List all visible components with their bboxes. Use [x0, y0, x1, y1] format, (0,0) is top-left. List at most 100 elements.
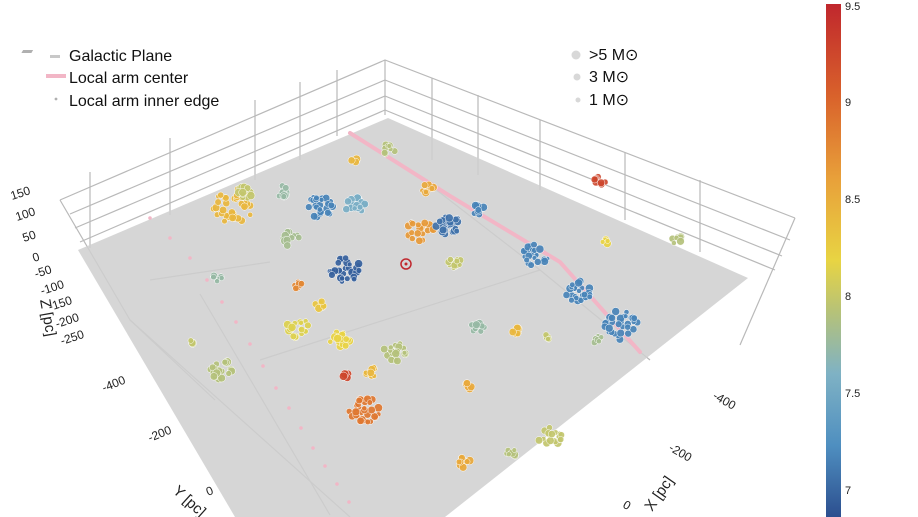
x-tick: -400 [711, 388, 739, 412]
legend-item-galactic-plane[interactable]: Galactic Plane [21, 48, 172, 65]
scatter-point [535, 244, 545, 254]
legend-label: Local arm center [69, 70, 189, 87]
scatter-point [474, 206, 482, 214]
y-tick: -200 [146, 423, 174, 445]
scatter-point [298, 326, 306, 334]
size-marker-medium [573, 73, 581, 81]
scatter-point [453, 257, 461, 265]
scatter-point [545, 336, 551, 342]
scatter-point [342, 205, 351, 214]
scatter-point [413, 229, 422, 238]
scatter-point [569, 281, 576, 288]
scatter-point [324, 209, 332, 217]
scatter-point [624, 323, 632, 331]
scatter-point [393, 356, 402, 365]
scatter-point [351, 276, 358, 283]
scatter-point [598, 334, 605, 340]
scatter-point [534, 258, 542, 266]
scatter-point [209, 363, 217, 372]
scatter-point [534, 436, 544, 445]
scatter-point [409, 220, 417, 228]
scatter-point [599, 239, 606, 245]
z-tick: 0 [31, 249, 42, 264]
scatter-point [346, 261, 353, 268]
scatter-point [401, 350, 408, 356]
colorbar: 9.5 9 8.5 8 7.5 7 [826, 1, 860, 517]
scatter-point [354, 259, 363, 269]
x-tick: 0 [621, 497, 634, 513]
scatter-point [415, 236, 424, 245]
scatter-point [608, 314, 616, 322]
scatter-point [280, 193, 287, 200]
scatter-point [370, 412, 379, 421]
scatter-point [282, 184, 290, 192]
scatter-point [333, 334, 342, 343]
line-swatch-icon [46, 74, 66, 78]
scatter-point [604, 323, 614, 333]
z-tick: 50 [21, 227, 38, 245]
scatter-point [210, 273, 217, 281]
scatter-point [219, 206, 228, 215]
scatter-point [547, 430, 556, 438]
scatter-point [287, 322, 297, 332]
z-tick: -50 [33, 262, 54, 281]
z-tick: 150 [9, 183, 33, 203]
scatter-point [508, 328, 517, 336]
scatter-point [421, 181, 429, 189]
scatter-point [247, 211, 254, 218]
scatter-point [428, 185, 436, 192]
scatter-point [616, 328, 625, 338]
scatter-point [611, 307, 620, 316]
scatter-point [344, 275, 351, 282]
scatter-point [527, 261, 535, 269]
dot-swatch-icon [54, 97, 58, 101]
size-label: >5 M⊙ [589, 47, 638, 64]
z-tick: 100 [14, 204, 38, 224]
scatter-point [289, 332, 297, 340]
scatter-point [540, 257, 549, 266]
scatter-point [327, 201, 335, 209]
plane-icon [21, 50, 60, 58]
scatter-point [342, 254, 349, 262]
scatter-point [246, 191, 256, 200]
scatter-point [238, 188, 247, 197]
legend-item-local-arm-inner-edge[interactable]: Local arm inner edge [54, 93, 220, 110]
z-axis-title: Z [pc] [36, 298, 59, 338]
colorbar-tick: 7.5 [845, 388, 860, 400]
scatter-point [523, 256, 530, 264]
scatter-point [367, 405, 376, 415]
legend-item-local-arm-center[interactable]: Local arm center [46, 70, 189, 87]
scatter-point [415, 221, 422, 229]
scatter-point [187, 337, 194, 344]
size-marker-small [575, 97, 581, 103]
scatter-point [217, 373, 226, 383]
scatter-point [438, 225, 448, 235]
scatter-point [351, 407, 361, 417]
scatter-point [297, 280, 305, 288]
scatter-point [283, 241, 292, 250]
scatter-point [596, 338, 602, 345]
scatter-point [453, 228, 460, 235]
scatter-point [361, 405, 368, 412]
scatter-point [366, 399, 373, 406]
size-legend: >5 M⊙ 3 M⊙ 1 M⊙ [571, 47, 638, 109]
scatter-point [463, 379, 471, 388]
scatter-point [557, 436, 565, 443]
scatter-point [339, 275, 345, 282]
scatter-point [391, 349, 401, 358]
x-tick: -200 [667, 440, 695, 464]
scatter-point [408, 229, 415, 236]
scatter-point [221, 358, 229, 366]
scatter-point [590, 175, 599, 184]
colorbar-tick: 8 [845, 291, 851, 303]
size-label: 3 M⊙ [589, 69, 629, 86]
scatter-point [455, 458, 463, 466]
sun-marker [400, 258, 412, 270]
scatter-point [316, 206, 323, 213]
scatter-point [586, 293, 593, 300]
scatter-point [355, 397, 363, 405]
scatter-point [217, 191, 225, 199]
scatter-point [630, 314, 638, 322]
local-arm-inner-edge [148, 216, 351, 504]
